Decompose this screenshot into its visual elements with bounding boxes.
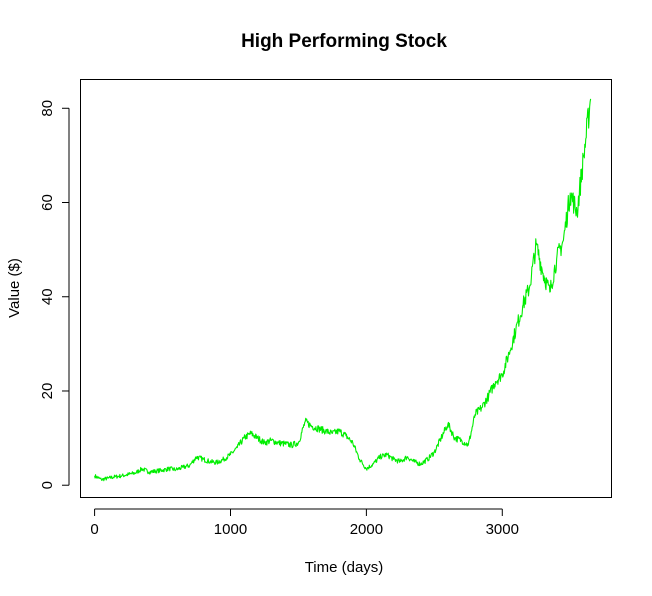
y-tick-label: 20 xyxy=(39,383,56,400)
x-axis: 0 1000 2000 3000 xyxy=(90,508,519,538)
x-tick-label: 1000 xyxy=(214,521,247,538)
x-tick-label: 0 xyxy=(90,521,98,538)
chart-title: High Performing Stock xyxy=(241,31,447,52)
series-layer xyxy=(94,98,592,482)
x-tick-label: 2000 xyxy=(350,521,383,538)
y-tick-label: 60 xyxy=(39,194,56,211)
y-tick-label: 0 xyxy=(39,481,56,489)
x-axis-label: Time (days) xyxy=(305,559,384,576)
plot-area-frame xyxy=(80,79,612,498)
y-tick-label: 40 xyxy=(39,288,56,305)
x-tick-label: 3000 xyxy=(486,521,519,538)
y-axis-label: Value ($) xyxy=(6,258,23,318)
series-line xyxy=(94,98,592,482)
y-axis: 0 20 40 60 80 xyxy=(39,100,70,489)
y-tick-label: 80 xyxy=(39,100,56,117)
